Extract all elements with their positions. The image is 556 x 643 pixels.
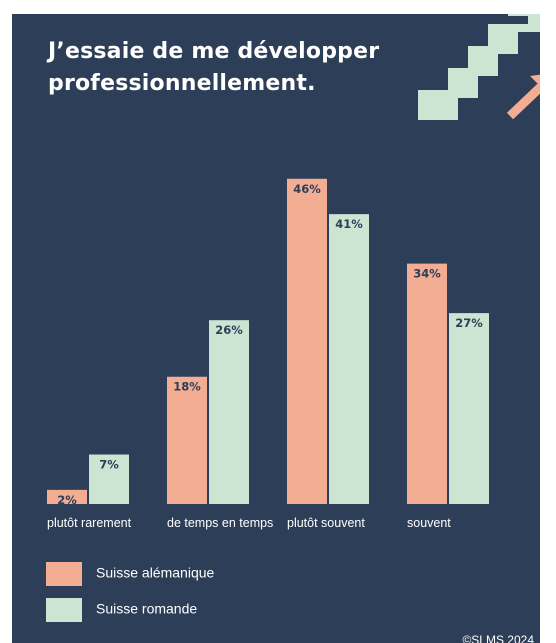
bar-romande-1 (209, 320, 249, 504)
legend-label-suisse-alemanique: Suisse alémanique (96, 564, 215, 581)
bar-alemanique-2 (287, 178, 327, 504)
stairs-arrow-icon (418, 14, 540, 120)
legend-swatch-suisse-alemanique (46, 562, 82, 586)
bar-alemanique-3 (407, 263, 447, 504)
bar-alemanique-1 (167, 376, 207, 504)
value-label-romande-2: 41% (335, 217, 363, 231)
value-label-alemanique-3: 34% (413, 267, 441, 281)
chart-card: J’essaie de me développer professionnell… (12, 14, 540, 643)
bar-romande-3 (449, 313, 489, 504)
legend-item-suisse-romande: Suisse romande (46, 598, 197, 622)
copyright-text: ©SLMS 2024 (462, 633, 534, 643)
value-label-romande-1: 26% (215, 323, 243, 337)
chart-title: J’essaie de me développer professionnell… (48, 36, 379, 100)
category-label-0: plutôt rarement (47, 516, 132, 530)
category-label-1: de temps en temps (167, 516, 273, 530)
value-label-alemanique-0: 2% (57, 493, 77, 507)
bar-romande-2 (329, 214, 369, 504)
value-label-romande-3: 27% (455, 316, 483, 330)
value-label-alemanique-2: 46% (293, 182, 321, 196)
category-label-2: plutôt souvent (287, 516, 365, 530)
category-label-3: souvent (407, 516, 451, 530)
value-label-romande-0: 7% (99, 458, 119, 472)
chart-title-line-2: professionnellement. (48, 71, 316, 96)
legend-swatch-suisse-romande (46, 598, 82, 622)
value-label-alemanique-1: 18% (173, 380, 201, 394)
bar-alemanique-0 (47, 489, 87, 504)
bar-chart: 2% 7% plutôt rarement 18% 26% de temps en tem… (47, 178, 489, 530)
legend-label-suisse-romande: Suisse romande (96, 600, 198, 617)
legend-item-suisse-alemanique: Suisse alémanique (46, 562, 214, 586)
chart-title-line-1: J’essaie de me développer (48, 39, 380, 64)
bar-romande-0 (89, 454, 129, 504)
